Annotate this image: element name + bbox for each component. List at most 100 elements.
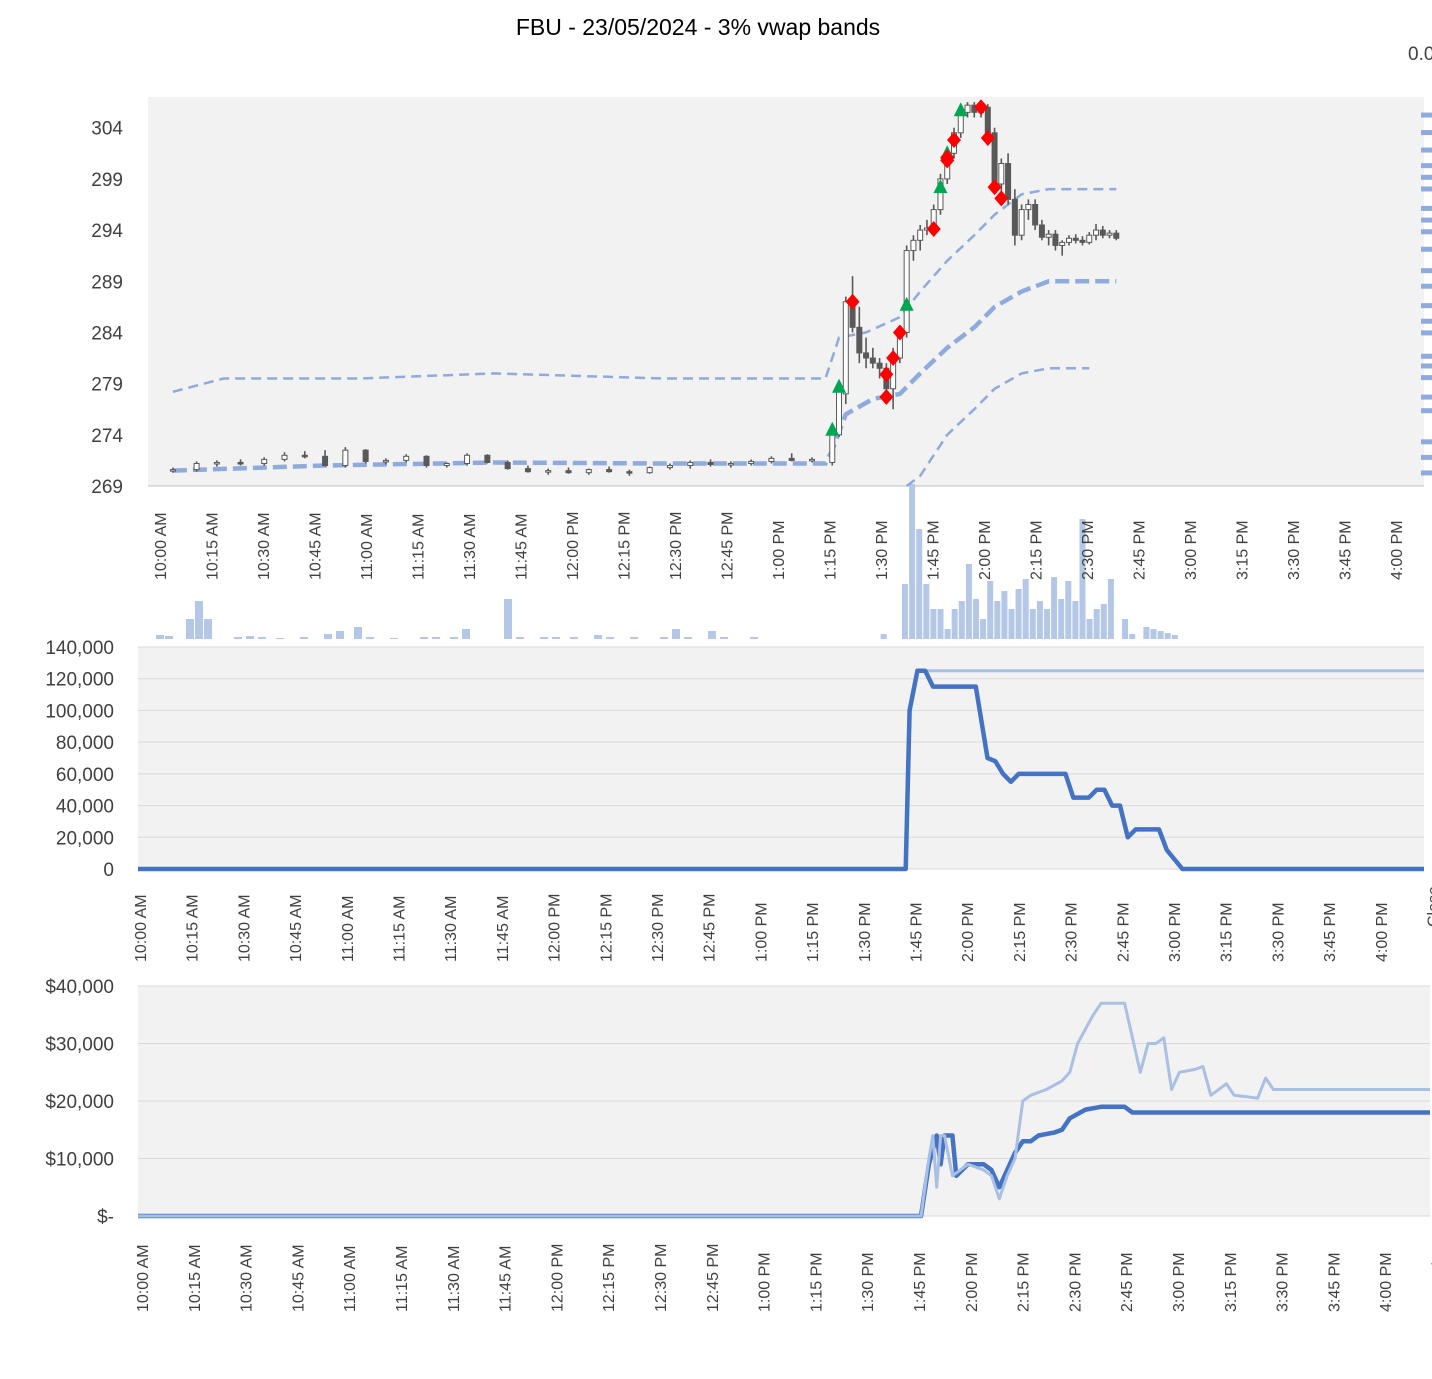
- candle-body: [1018, 209, 1025, 236]
- volume-bar: [1008, 609, 1015, 639]
- x-tick-label: 12:15 PM: [598, 894, 615, 962]
- sell-marker: [940, 149, 955, 166]
- x-tick-label: 10:30 AM: [239, 1244, 256, 1312]
- x-tick-label: 2:15 PM: [1029, 520, 1046, 580]
- x-tick-label: 12:30 PM: [650, 894, 667, 962]
- x-tick-label: 11:15 AM: [392, 896, 409, 962]
- y-tick-label: $40,000: [45, 977, 114, 998]
- x-tick-label: 1:00 PM: [771, 520, 788, 580]
- volume-bar: [246, 636, 254, 639]
- x-tick-label: 11:00 AM: [359, 514, 376, 580]
- x-tick-label: 3:30 PM: [1286, 520, 1303, 580]
- volume-bar: [390, 638, 398, 639]
- candle-body: [998, 163, 1005, 185]
- candle-body: [626, 471, 633, 474]
- candle-body: [687, 461, 694, 467]
- x-tick-label: 1:00 PM: [753, 902, 770, 962]
- volume-bar: [980, 619, 987, 639]
- x-tick-label: 3:30 PM: [1270, 902, 1287, 962]
- axis-dash: [1421, 318, 1432, 324]
- volume-bar: [324, 634, 332, 639]
- volume-bar: [951, 609, 958, 639]
- y-tick-label: 80,000: [56, 733, 114, 754]
- axis-dash: [1421, 303, 1432, 309]
- x-tick-label: 3:00 PM: [1167, 902, 1184, 962]
- x-tick-label: 3:45 PM: [1326, 1252, 1343, 1312]
- axis-dash: [1421, 186, 1432, 192]
- candle-body: [984, 106, 991, 134]
- y-tick-label: 289: [91, 272, 123, 293]
- candle-body: [1038, 224, 1045, 238]
- candle-body: [964, 104, 971, 113]
- volume-bar: [937, 609, 944, 639]
- corner-label: 0.0: [1408, 44, 1432, 65]
- buy-marker: [825, 421, 840, 436]
- axis-dash: [1421, 174, 1432, 180]
- candle-body: [1065, 237, 1072, 243]
- candle-body: [1052, 233, 1059, 246]
- x-tick-label: 1:30 PM: [860, 1252, 877, 1312]
- volume-bar: [672, 629, 680, 639]
- volume-bar: [1051, 577, 1058, 639]
- x-tick-label: 3:15 PM: [1223, 1252, 1240, 1312]
- x-tick-label: 4:00 PM: [1374, 902, 1391, 962]
- position-panel: 140,000 120,000 100,000 80,000 60,000 40,000 2…: [45, 638, 1432, 962]
- axis-dash: [1421, 454, 1432, 460]
- volume-bar: [916, 529, 923, 639]
- volume-bar: [923, 584, 930, 639]
- x-tick-label: 3:45 PM: [1338, 520, 1355, 580]
- y-tick-label: $10,000: [45, 1150, 114, 1171]
- volume-bar: [186, 619, 194, 639]
- x-tick-label: 2:15 PM: [1012, 902, 1029, 962]
- axis-dash: [1421, 353, 1432, 359]
- candle-body: [342, 449, 349, 467]
- y-tick-label: 140,000: [45, 638, 114, 659]
- sell-marker: [980, 129, 995, 146]
- x-tick-label: 12:00 PM: [547, 894, 564, 962]
- y-tick-label: $20,000: [45, 1092, 114, 1113]
- x-tick-label: 4:00 PM: [1389, 520, 1406, 580]
- volume-bar: [1044, 609, 1050, 639]
- candle-body: [788, 457, 795, 461]
- candle-body: [1072, 237, 1079, 241]
- candle-body: [748, 460, 755, 464]
- candle-body: [1045, 233, 1052, 238]
- upper-band-line: [172, 187, 1117, 394]
- x-tick-label: 3:45 PM: [1322, 902, 1339, 962]
- x-tick-label: 12:00 PM: [549, 1244, 566, 1312]
- axis-dash: [1421, 112, 1432, 118]
- y-tick-label: 0: [103, 860, 114, 881]
- candle-body: [545, 470, 552, 473]
- axis-dash: [1421, 268, 1432, 274]
- x-tick-label: 10:30 AM: [236, 894, 253, 962]
- buy-marker: [933, 179, 948, 194]
- x-tick-label: 1:15 PM: [808, 1252, 825, 1312]
- buy-marker: [953, 102, 968, 117]
- volume-bar: [1157, 631, 1164, 639]
- volume-bar: [1065, 581, 1072, 639]
- candle-body: [524, 468, 531, 473]
- x-tick-label: 1:30 PM: [857, 902, 874, 962]
- sell-marker: [994, 190, 1009, 207]
- sell-marker: [879, 388, 894, 405]
- x-tick-label: 1:15 PM: [805, 902, 822, 962]
- volume-bar: [1164, 633, 1171, 639]
- series-line: [138, 1104, 1430, 1219]
- candle-body: [917, 229, 924, 241]
- candle-body: [869, 357, 876, 364]
- x-tick-label: 11:00 AM: [342, 1246, 359, 1312]
- x-tick-label: 3:15 PM: [1235, 520, 1252, 580]
- volume-bar: [944, 629, 951, 639]
- volume-bar: [258, 637, 266, 639]
- candle-body: [937, 178, 944, 211]
- axis-dash: [1421, 394, 1432, 400]
- volume-bar: [1129, 634, 1136, 639]
- y-tick-label: 100,000: [45, 701, 114, 722]
- volume-bar: [1171, 635, 1178, 639]
- axis-dash: [1421, 470, 1432, 476]
- volume-bar: [973, 599, 979, 639]
- sell-marker: [892, 324, 907, 341]
- candle-body: [213, 461, 220, 465]
- volume-bar: [1072, 601, 1079, 639]
- volume-bar: [570, 637, 578, 639]
